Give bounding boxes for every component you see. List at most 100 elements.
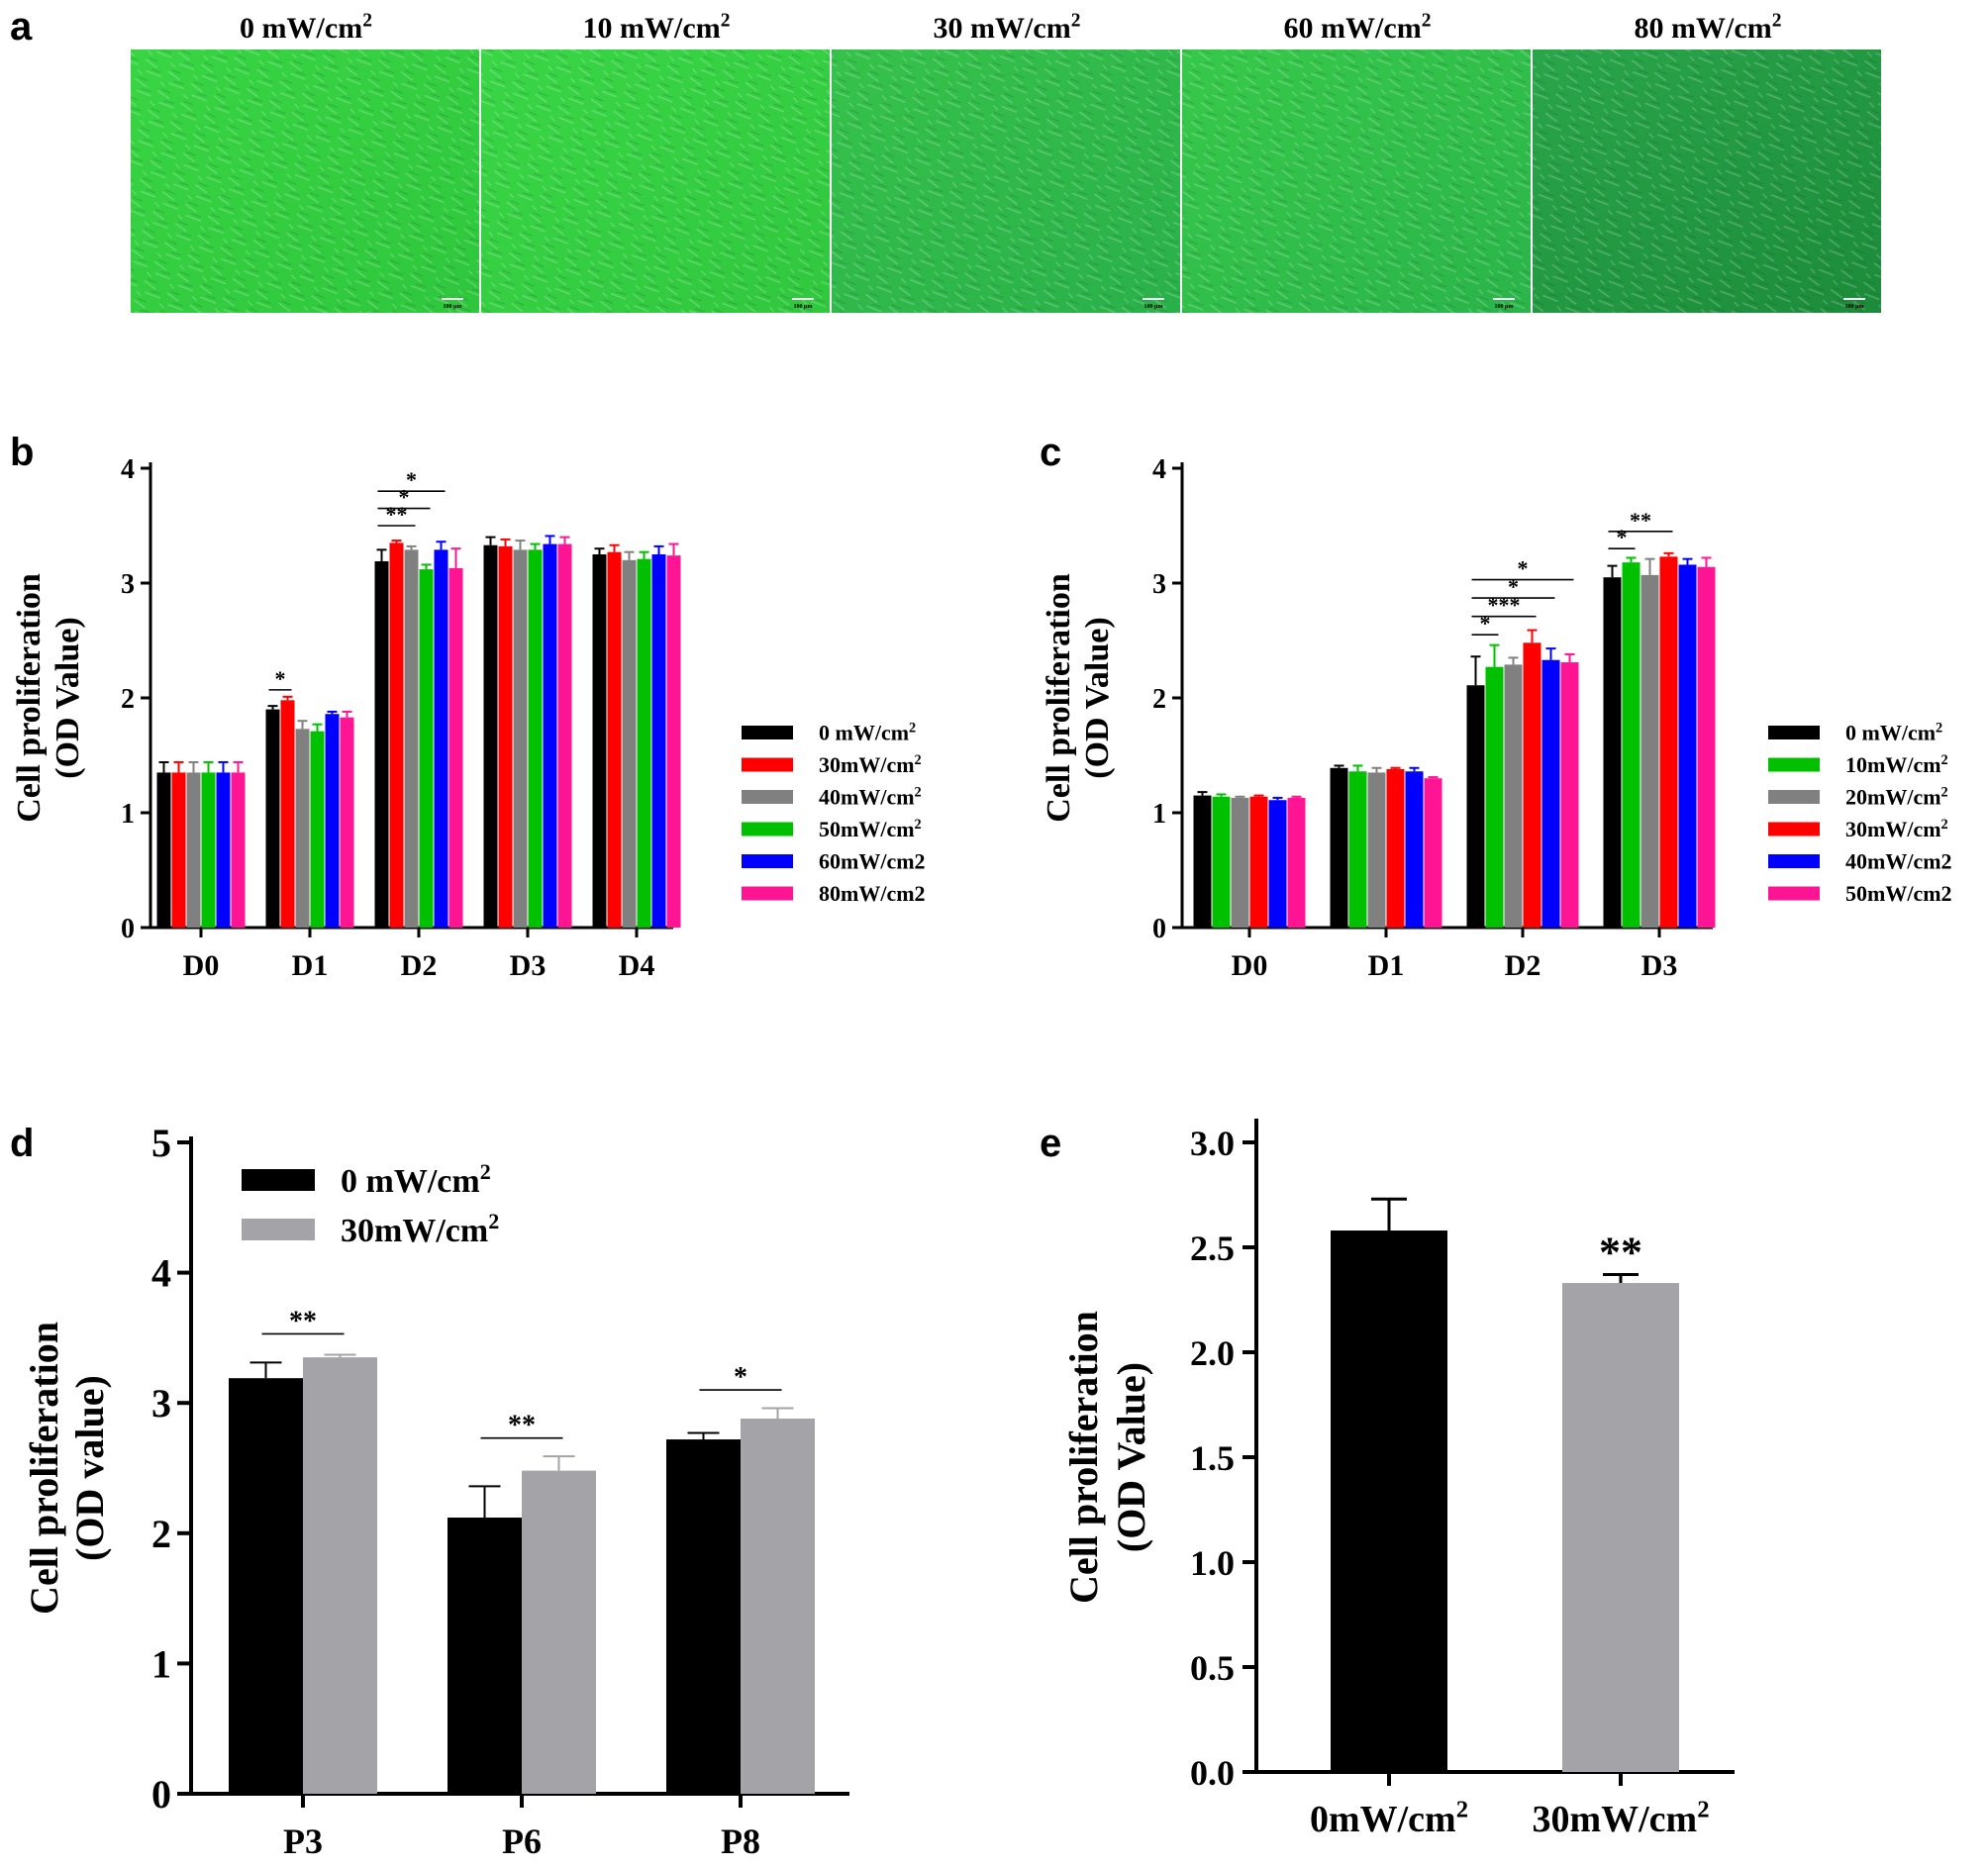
bar-0mWcm-D0 [156,772,171,928]
y-tick-label: 1 [1152,799,1166,830]
bar-0mWcm-P6 [447,1518,522,1794]
micrograph-title: 30 mW/cm2 [934,11,1081,45]
bar-60mWcm2-D2 [434,549,448,928]
bar-30mWcm-P6 [522,1470,596,1794]
bar-0mWcm-D2 [374,560,389,928]
significance-marker: ** [1630,508,1651,533]
legend-swatch [742,790,793,804]
bar-0mWcm-D3 [483,544,498,928]
micrograph-cells-4 [1533,49,1881,313]
bar-40mWcm-D1 [295,729,310,928]
x-tick-label: D0 [1232,949,1268,982]
x-tick-label: D0 [183,949,220,982]
micrograph-cells-1 [481,49,830,313]
legend-label-text: 20mW/cm [1845,785,1941,810]
x-tick-label: 30mW/cm2 [1532,1797,1709,1840]
x-tick-label-text: 30mW/cm [1532,1799,1697,1840]
legend-label-sup: 2 [1941,752,1948,768]
scale-bar-label: 100 μm [794,304,813,310]
legend-label: 60mW/cm2 [819,849,926,874]
scale-bar-label: 100 μm [1144,304,1163,310]
bar-20mWcm-D1 [1367,772,1386,928]
legend-swatch [1768,757,1820,772]
x-tick-label: P8 [721,1821,760,1861]
micrograph-title: 60 mW/cm2 [1284,11,1432,45]
legend-label-text: 40mW/cm2 [1845,849,1952,874]
legend-label-text: 50mW/cm [819,817,915,841]
y-tick-label: 1.0 [1190,1543,1235,1583]
micrograph-title-sup: 2 [1772,11,1782,32]
bar-30mWcm-D0 [171,772,186,928]
panel-e-letter: e [1040,1122,1061,1165]
scale-bar-label: 100 μm [1845,304,1864,310]
y-tick-label: 1 [151,1641,171,1686]
bar-40mWcm2-D0 [1268,800,1287,928]
bar-10mWcm-D0 [1212,796,1231,928]
bar-40mWcm-D0 [186,772,201,928]
micrograph-title-text: 30 mW/cm [934,12,1071,45]
bar-60mWcm2-D3 [543,543,557,928]
significance-marker: ** [289,1306,317,1336]
bar-30mWcm-P3 [303,1357,377,1794]
legend-label-text: 50mW/cm2 [1845,881,1952,906]
significance-marker: * [399,485,410,510]
y-tick-label: 3 [151,1381,171,1426]
legend-label-sup: 2 [915,752,922,768]
scale-bar-label: 100 μm [444,304,462,310]
x-tick-label: D1 [292,949,329,982]
legend-label-sup: 2 [1941,784,1948,800]
y-tick-label: 3.0 [1190,1124,1235,1163]
legend-swatch [1768,886,1820,901]
y-tick-label: 2.5 [1190,1229,1235,1268]
bar-60mWcm2-D0 [216,772,231,928]
micrograph-cells-0 [131,49,479,313]
legend-swatch [1768,854,1820,868]
legend-swatch [742,726,793,739]
bar-50mWcm2-D0 [1287,797,1306,928]
y-tick-label: 0.5 [1190,1648,1235,1688]
x-tick-label: P3 [283,1821,323,1861]
legend-label: 40mW/cm2 [819,784,922,809]
legend-label: 80mW/cm2 [819,881,926,906]
bar-50mWcm2-D3 [1697,566,1716,928]
bar-50mWcm-D3 [528,549,543,928]
panel-d-letter: d [10,1122,34,1165]
y-tick-label: 4 [151,1251,171,1296]
y-axis-label: Cell proliferation [22,1322,66,1615]
legend-label-text: 40mW/cm [819,785,915,810]
significance-marker: * [275,666,286,691]
bar-0mWcm-D4 [592,554,607,928]
y-tick-label: 4 [121,454,135,485]
bar-10mWcm-D2 [1485,666,1504,928]
y-axis-label: Cell proliferation [1041,573,1077,823]
bar-30mWcm-D2 [1523,642,1541,928]
legend-label: 0 mW/cm2 [341,1159,491,1200]
bar-30mWcm-D0 [1249,796,1268,928]
significance-marker: * [1508,574,1519,599]
bar-20mWcm-D2 [1504,664,1523,928]
panel-b-letter: b [10,431,34,474]
y-axis-label: Cell proliferation [1061,1311,1106,1604]
bar-30mWcm-D1 [1386,768,1405,928]
legend-label-text: 30mW/cm [341,1213,488,1249]
legend-swatch [242,1219,315,1240]
micrograph-title: 0 mW/cm2 [240,11,372,45]
legend-label-sup: 2 [915,784,922,800]
panel-b: b 0 1 2 3 4 Cell proliferation (OD Value) D0 D1 D2… [10,431,926,982]
bar-40mWcm2-D1 [1405,771,1424,928]
micrograph-title-sup: 2 [721,11,731,32]
legend-label: 40mW/cm2 [1845,849,1952,874]
legend-label-sup: 2 [1936,720,1942,736]
panel-a-letter: a [10,5,33,49]
legend-label-text: 80mW/cm2 [819,881,926,906]
micrograph-title-sup: 2 [1071,11,1081,32]
x-tick-label: P6 [502,1821,542,1861]
micrograph-title-text: 0 mW/cm [240,12,362,45]
y-tick-label: 2 [151,1512,171,1556]
bar-80mWcm2-D0 [231,772,246,928]
x-tick-label-sup: 2 [1697,1797,1709,1823]
legend-label: 30mW/cm2 [1845,817,1948,841]
legend-swatch [1768,726,1820,739]
y-axis-label-units: (OD Value) [1079,617,1116,778]
bar-40mWcm2-D3 [1678,564,1697,928]
